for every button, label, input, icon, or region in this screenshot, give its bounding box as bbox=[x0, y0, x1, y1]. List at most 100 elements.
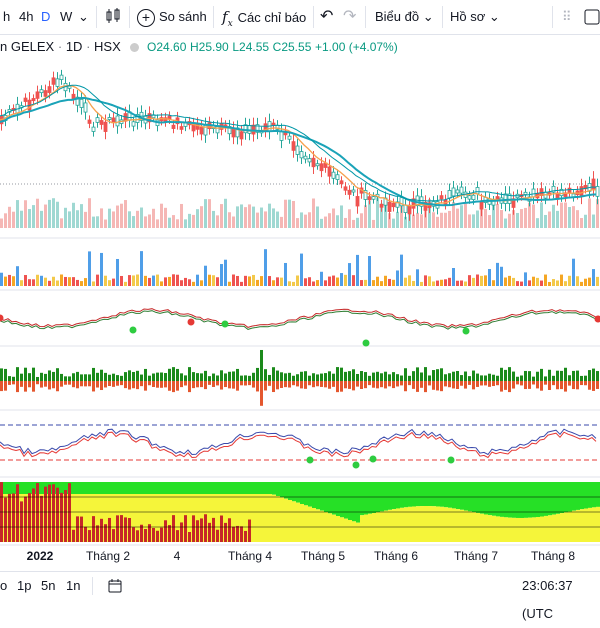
red-bar bbox=[196, 520, 199, 542]
green-zone bbox=[28, 482, 32, 494]
green-zone bbox=[356, 482, 360, 523]
green-zone bbox=[96, 482, 100, 494]
volume-bar bbox=[220, 204, 223, 228]
bottom-bar: o 1p 5n 1n 23:06:37 (UTC bbox=[0, 571, 600, 601]
histogram-down bbox=[548, 381, 551, 390]
volume-bar bbox=[96, 216, 99, 228]
red-bar bbox=[180, 522, 183, 542]
histogram-down bbox=[116, 381, 119, 386]
green-zone bbox=[104, 482, 108, 494]
candle-body bbox=[328, 167, 331, 176]
histogram-down bbox=[432, 381, 435, 390]
candle-body bbox=[96, 118, 99, 123]
green-zone bbox=[136, 482, 140, 494]
yellow-zone bbox=[320, 511, 324, 542]
candle-body bbox=[332, 172, 335, 178]
volume-bar bbox=[328, 213, 331, 228]
histogram-down bbox=[16, 381, 19, 392]
yellow-zone bbox=[328, 513, 332, 542]
green-zone bbox=[436, 482, 440, 506]
candle-body bbox=[300, 152, 303, 158]
green-zone bbox=[188, 482, 192, 494]
chart-canvas[interactable] bbox=[0, 0, 600, 600]
volume-bar bbox=[212, 211, 215, 228]
histogram-up bbox=[552, 376, 555, 381]
volume-bar bbox=[176, 219, 179, 228]
histogram-down bbox=[52, 381, 55, 388]
histogram-up bbox=[336, 367, 339, 381]
indicator-bar bbox=[376, 277, 379, 286]
histogram-up bbox=[544, 376, 547, 381]
range-button[interactable]: 5n bbox=[41, 572, 55, 601]
green-zone bbox=[276, 482, 280, 496]
clock-time[interactable]: 23:06:37 (UTC bbox=[522, 572, 600, 601]
indicator-bar bbox=[520, 282, 523, 286]
histogram-up bbox=[564, 368, 567, 381]
yellow-zone bbox=[360, 515, 364, 542]
yellow-zone bbox=[452, 508, 456, 542]
histogram-up bbox=[188, 367, 191, 381]
histogram-up bbox=[144, 369, 147, 381]
volume-bar bbox=[272, 208, 275, 228]
indicator-bar bbox=[580, 282, 583, 286]
volume-bar bbox=[572, 206, 575, 228]
histogram-up bbox=[288, 373, 291, 381]
histogram-down bbox=[76, 381, 79, 388]
volume-bar bbox=[584, 215, 587, 228]
volume-bar bbox=[52, 198, 55, 228]
indicator-bar bbox=[464, 282, 467, 286]
indicator-bar bbox=[588, 278, 591, 286]
green-zone bbox=[116, 482, 120, 494]
candle-body bbox=[52, 78, 55, 85]
histogram-up bbox=[180, 373, 183, 381]
volume-bar bbox=[308, 212, 311, 228]
indicator-bar bbox=[312, 281, 315, 286]
histogram-down bbox=[232, 381, 235, 389]
volume-bar bbox=[172, 215, 175, 228]
indicator-bar bbox=[104, 276, 107, 286]
indicator-bar bbox=[440, 280, 443, 286]
yellow-zone bbox=[312, 508, 316, 542]
date-range-icon[interactable] bbox=[107, 572, 123, 601]
histogram-down bbox=[420, 381, 423, 388]
volume-bar bbox=[44, 205, 47, 228]
histogram-up bbox=[376, 372, 379, 381]
histogram-up bbox=[192, 372, 195, 381]
histogram-up bbox=[412, 371, 415, 381]
indicator-bar bbox=[60, 274, 63, 286]
histogram-down bbox=[444, 381, 447, 386]
green-zone bbox=[352, 482, 356, 521]
yellow-zone bbox=[508, 518, 512, 542]
histogram-down bbox=[584, 381, 587, 385]
indicator-bar bbox=[280, 278, 283, 286]
range-button[interactable]: o bbox=[0, 572, 7, 601]
range-button[interactable]: 1n bbox=[66, 572, 80, 601]
volume-bar bbox=[120, 204, 123, 228]
range-button[interactable]: 1p bbox=[17, 572, 31, 601]
candle-body bbox=[180, 127, 183, 130]
indicator-bar bbox=[516, 281, 519, 286]
histogram-up bbox=[404, 368, 407, 381]
green-zone bbox=[328, 482, 332, 513]
yellow-zone bbox=[532, 517, 536, 542]
indicator-bar bbox=[212, 275, 215, 286]
indicator-bar bbox=[576, 276, 579, 286]
histogram-down bbox=[44, 381, 47, 387]
indicator-bar bbox=[364, 280, 367, 286]
indicator-bar bbox=[388, 279, 391, 286]
candle-body bbox=[72, 94, 75, 99]
histogram-down bbox=[176, 381, 179, 391]
yellow-zone bbox=[344, 519, 348, 542]
yellow-zone bbox=[424, 506, 428, 542]
indicator-bar bbox=[120, 276, 123, 286]
indicator-bar bbox=[412, 281, 415, 286]
histogram-up bbox=[160, 373, 163, 381]
green-zone bbox=[196, 482, 200, 494]
green-zone bbox=[164, 482, 168, 494]
green-zone bbox=[432, 482, 436, 506]
volume-bar bbox=[396, 212, 399, 228]
candle-body bbox=[48, 87, 51, 93]
red-bar bbox=[4, 498, 7, 542]
indicator-bar bbox=[304, 278, 307, 286]
histogram-down bbox=[472, 381, 475, 389]
